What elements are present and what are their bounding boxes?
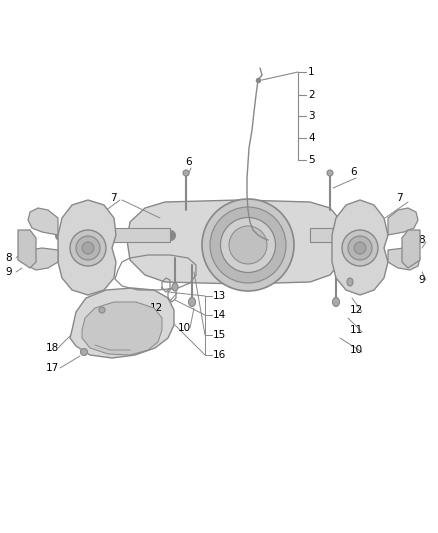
Polygon shape: [402, 230, 420, 268]
Text: 6: 6: [350, 167, 357, 177]
Polygon shape: [310, 228, 380, 242]
Text: 14: 14: [213, 310, 226, 320]
Ellipse shape: [99, 307, 105, 313]
Ellipse shape: [220, 217, 276, 272]
Ellipse shape: [332, 297, 339, 306]
Polygon shape: [82, 302, 162, 355]
Text: 12: 12: [350, 305, 363, 315]
Text: 11: 11: [350, 325, 363, 335]
Text: 7: 7: [396, 193, 403, 203]
Text: 8: 8: [418, 235, 424, 245]
Ellipse shape: [348, 236, 372, 260]
Text: 18: 18: [46, 343, 59, 353]
Polygon shape: [388, 248, 420, 270]
Text: 12: 12: [150, 303, 163, 313]
Text: 2: 2: [308, 90, 314, 100]
Ellipse shape: [229, 226, 267, 264]
Text: 16: 16: [213, 350, 226, 360]
Ellipse shape: [172, 283, 178, 291]
Text: 8: 8: [5, 253, 12, 263]
Text: 13: 13: [213, 291, 226, 301]
Polygon shape: [388, 208, 418, 235]
Polygon shape: [58, 200, 116, 295]
Ellipse shape: [327, 170, 333, 176]
Text: 10: 10: [350, 345, 363, 355]
Text: 17: 17: [46, 363, 59, 373]
Text: 7: 7: [110, 193, 117, 203]
Text: 3: 3: [308, 111, 314, 121]
Polygon shape: [18, 230, 36, 268]
Polygon shape: [28, 208, 58, 235]
Ellipse shape: [81, 349, 88, 356]
Polygon shape: [70, 288, 174, 358]
Text: 9: 9: [418, 275, 424, 285]
Text: 1: 1: [308, 67, 314, 77]
Ellipse shape: [188, 297, 195, 306]
Text: 5: 5: [308, 155, 314, 165]
Ellipse shape: [347, 278, 353, 286]
Text: 6: 6: [185, 157, 192, 167]
Polygon shape: [332, 200, 388, 295]
Ellipse shape: [342, 230, 378, 266]
Text: 9: 9: [5, 267, 12, 277]
Polygon shape: [60, 228, 170, 242]
Ellipse shape: [210, 207, 286, 283]
Ellipse shape: [82, 242, 94, 254]
Polygon shape: [127, 200, 345, 284]
Polygon shape: [26, 248, 58, 270]
Ellipse shape: [354, 242, 366, 254]
Ellipse shape: [70, 230, 106, 266]
Ellipse shape: [183, 170, 189, 176]
Text: 4: 4: [308, 133, 314, 143]
Text: 10: 10: [178, 323, 191, 333]
Ellipse shape: [76, 236, 100, 260]
Text: 11: 11: [80, 285, 93, 295]
Ellipse shape: [202, 199, 294, 291]
Text: 15: 15: [213, 330, 226, 340]
